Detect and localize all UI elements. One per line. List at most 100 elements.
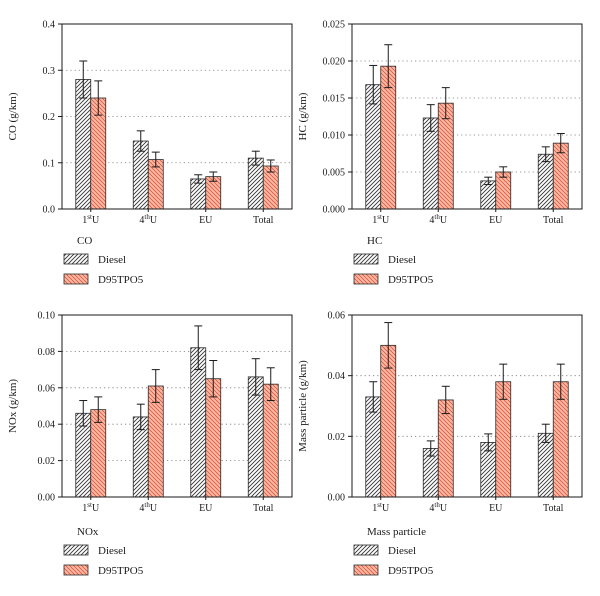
error-bar: [556, 133, 565, 154]
legend-label: Diesel: [98, 254, 126, 266]
y-axis-title: HC (g/km): [297, 92, 309, 140]
x-tick-label: EU: [489, 503, 503, 514]
y-tick-label: 0.06: [38, 383, 56, 394]
plot-frame: [351, 23, 583, 210]
error-bar: [251, 150, 260, 166]
x-tick-label: 4thU: [429, 501, 447, 514]
y-tick-label: 0.4: [43, 20, 56, 31]
y-tick-label: 0.010: [323, 131, 346, 142]
error-bar: [556, 363, 565, 400]
legend: HC Diesel D95TPO5: [353, 235, 434, 286]
y-tick-label: 0.1: [43, 158, 56, 169]
legend-swatch: [63, 253, 89, 265]
chart-panel-3: 1stU 4thU EU Total 0.00 0.02 0.04 0.06 0.08 0.10 N…: [7, 311, 293, 577]
x-tick-label: Total: [543, 215, 564, 226]
legend-title: CO: [77, 235, 92, 247]
y-tick-label: 0.020: [323, 57, 346, 68]
y-tick-label: 0.0: [43, 205, 56, 216]
error-bar: [266, 367, 275, 402]
error-bar: [94, 80, 103, 116]
legend-swatch: [63, 544, 89, 556]
y-tick-label: 0.06: [328, 311, 346, 322]
error-bar: [441, 385, 450, 415]
legend-swatch: [353, 564, 379, 576]
legend-title: NOx: [77, 526, 99, 538]
d95tpo5-bar: [262, 383, 279, 498]
y-tick-label: 0.00: [38, 493, 56, 504]
error-bar: [541, 423, 550, 443]
error-bar: [266, 159, 275, 173]
legend: NOx Diesel D95TPO5: [63, 526, 144, 577]
legend-swatch: [63, 273, 89, 285]
y-tick-label: 0.02: [38, 456, 56, 467]
plot-frame: [61, 314, 293, 498]
legend-label: D95TPO5: [388, 565, 434, 577]
error-bar: [541, 146, 550, 163]
x-tick-label: EU: [489, 215, 503, 226]
y-tick-label: 0.015: [323, 94, 346, 105]
error-bar: [484, 433, 493, 452]
y-tick-label: 0.000: [323, 205, 346, 216]
legend-label: D95TPO5: [98, 565, 144, 577]
x-tick-label: Total: [253, 215, 274, 226]
error-bar: [484, 176, 493, 186]
error-bar: [426, 440, 435, 457]
y-tick-label: 0.3: [43, 66, 56, 77]
error-bar: [94, 396, 103, 423]
legend-label: D95TPO5: [98, 274, 144, 286]
legend-label: D95TPO5: [388, 274, 434, 286]
chart-panel-1: 1stU 4thU EU Total 0.0 0.1 0.2 0.3 0.4 CO (g/km) C…: [7, 20, 293, 286]
legend-swatch: [353, 253, 379, 265]
error-bar: [384, 322, 393, 369]
x-tick-label: 1stU: [372, 501, 390, 514]
diesel-bar: [190, 347, 207, 498]
error-bar: [151, 369, 160, 403]
error-bar: [136, 403, 145, 431]
y-tick-label: 0.025: [323, 20, 346, 31]
legend-swatch: [353, 544, 379, 556]
chart-panel-2: 1stU 4thU EU Total 0.000 0.005 0.010 0.015 0.020…: [297, 20, 583, 286]
y-tick-label: 0.04: [38, 420, 56, 431]
y-tick-label: 0.00: [328, 493, 346, 504]
legend-label: Diesel: [388, 254, 416, 266]
y-tick-label: 0.2: [43, 112, 56, 123]
d95tpo5-bar: [437, 399, 454, 498]
legend: Mass particle Diesel D95TPO5: [353, 526, 434, 577]
error-bar: [499, 363, 508, 400]
x-tick-label: Total: [543, 503, 564, 514]
x-tick-label: 1stU: [372, 213, 390, 226]
legend-swatch: [63, 564, 89, 576]
diesel-bar: [537, 153, 554, 210]
error-bar: [209, 171, 218, 182]
y-tick-label: 0.08: [38, 347, 56, 358]
x-tick-label: EU: [199, 215, 213, 226]
legend-title: Mass particle: [367, 526, 426, 538]
error-bar: [79, 400, 88, 427]
y-tick-label: 0.10: [38, 311, 56, 322]
error-bar: [251, 358, 260, 396]
plot-frame: [351, 314, 583, 498]
y-axis-title: NOx (g/km): [7, 379, 19, 433]
legend-label: Diesel: [388, 545, 416, 557]
y-axis-title: CO (g/km): [7, 92, 19, 140]
diesel-bar: [480, 180, 497, 210]
error-bar: [369, 381, 378, 413]
y-tick-label: 0.005: [323, 168, 346, 179]
error-bar: [441, 87, 450, 120]
x-tick-label: EU: [199, 503, 213, 514]
legend-title: HC: [367, 235, 382, 247]
legend-label: Diesel: [98, 545, 126, 557]
error-bar: [136, 130, 145, 152]
error-bar: [426, 104, 435, 132]
error-bar: [209, 360, 218, 398]
error-bar: [151, 151, 160, 168]
chart-panel-4: 1stU 4thU EU Total 0.00 0.02 0.04 0.06 Mass part…: [297, 311, 583, 577]
error-bar: [369, 64, 378, 105]
error-bar: [499, 166, 508, 178]
legend: CO Diesel D95TPO5: [63, 235, 144, 286]
legend-swatch: [353, 273, 379, 285]
diesel-bar: [75, 79, 92, 210]
y-tick-label: 0.04: [328, 371, 346, 382]
x-tick-label: 4thU: [429, 213, 447, 226]
